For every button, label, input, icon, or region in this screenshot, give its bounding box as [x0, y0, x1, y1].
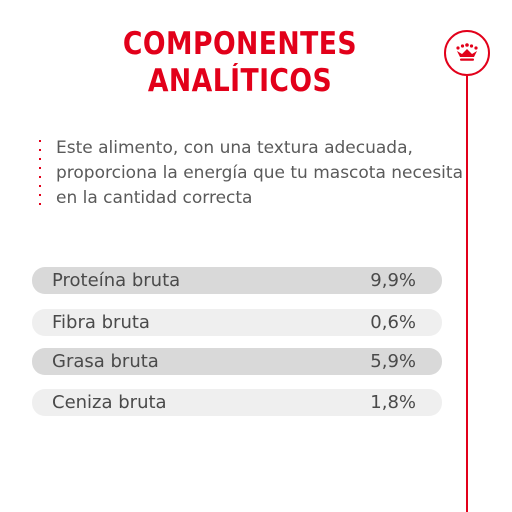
component-row-proteina: Proteína bruta 9,9%	[32, 267, 442, 294]
component-name: Fibra bruta	[52, 312, 150, 333]
description-line: en la cantidad correcta	[56, 188, 253, 208]
brand-vertical-line	[466, 76, 468, 512]
component-value: 1,8%	[370, 392, 416, 413]
description-dotted-marker	[38, 140, 42, 218]
product-description: Este alimento, con una textura adecuada,…	[56, 136, 463, 211]
page-title-line-2: ANALÍTICOS	[147, 63, 333, 99]
brand-badge	[444, 30, 490, 76]
component-value: 0,6%	[370, 312, 416, 333]
description-line: proporciona la energía que tu mascota ne…	[56, 163, 463, 183]
crown-icon	[456, 43, 478, 61]
component-value: 9,9%	[370, 270, 416, 291]
component-value: 5,9%	[370, 351, 416, 372]
component-name: Grasa bruta	[52, 351, 159, 372]
component-name: Proteína bruta	[52, 270, 181, 291]
component-name: Ceniza bruta	[52, 392, 167, 413]
component-row-fibra: Fibra bruta 0,6%	[32, 309, 442, 336]
page-title-line-1: COMPONENTES	[122, 26, 358, 62]
description-line: Este alimento, con una textura adecuada,	[56, 138, 413, 158]
component-row-ceniza: Ceniza bruta 1,8%	[32, 389, 442, 416]
component-row-grasa: Grasa bruta 5,9%	[32, 348, 442, 375]
